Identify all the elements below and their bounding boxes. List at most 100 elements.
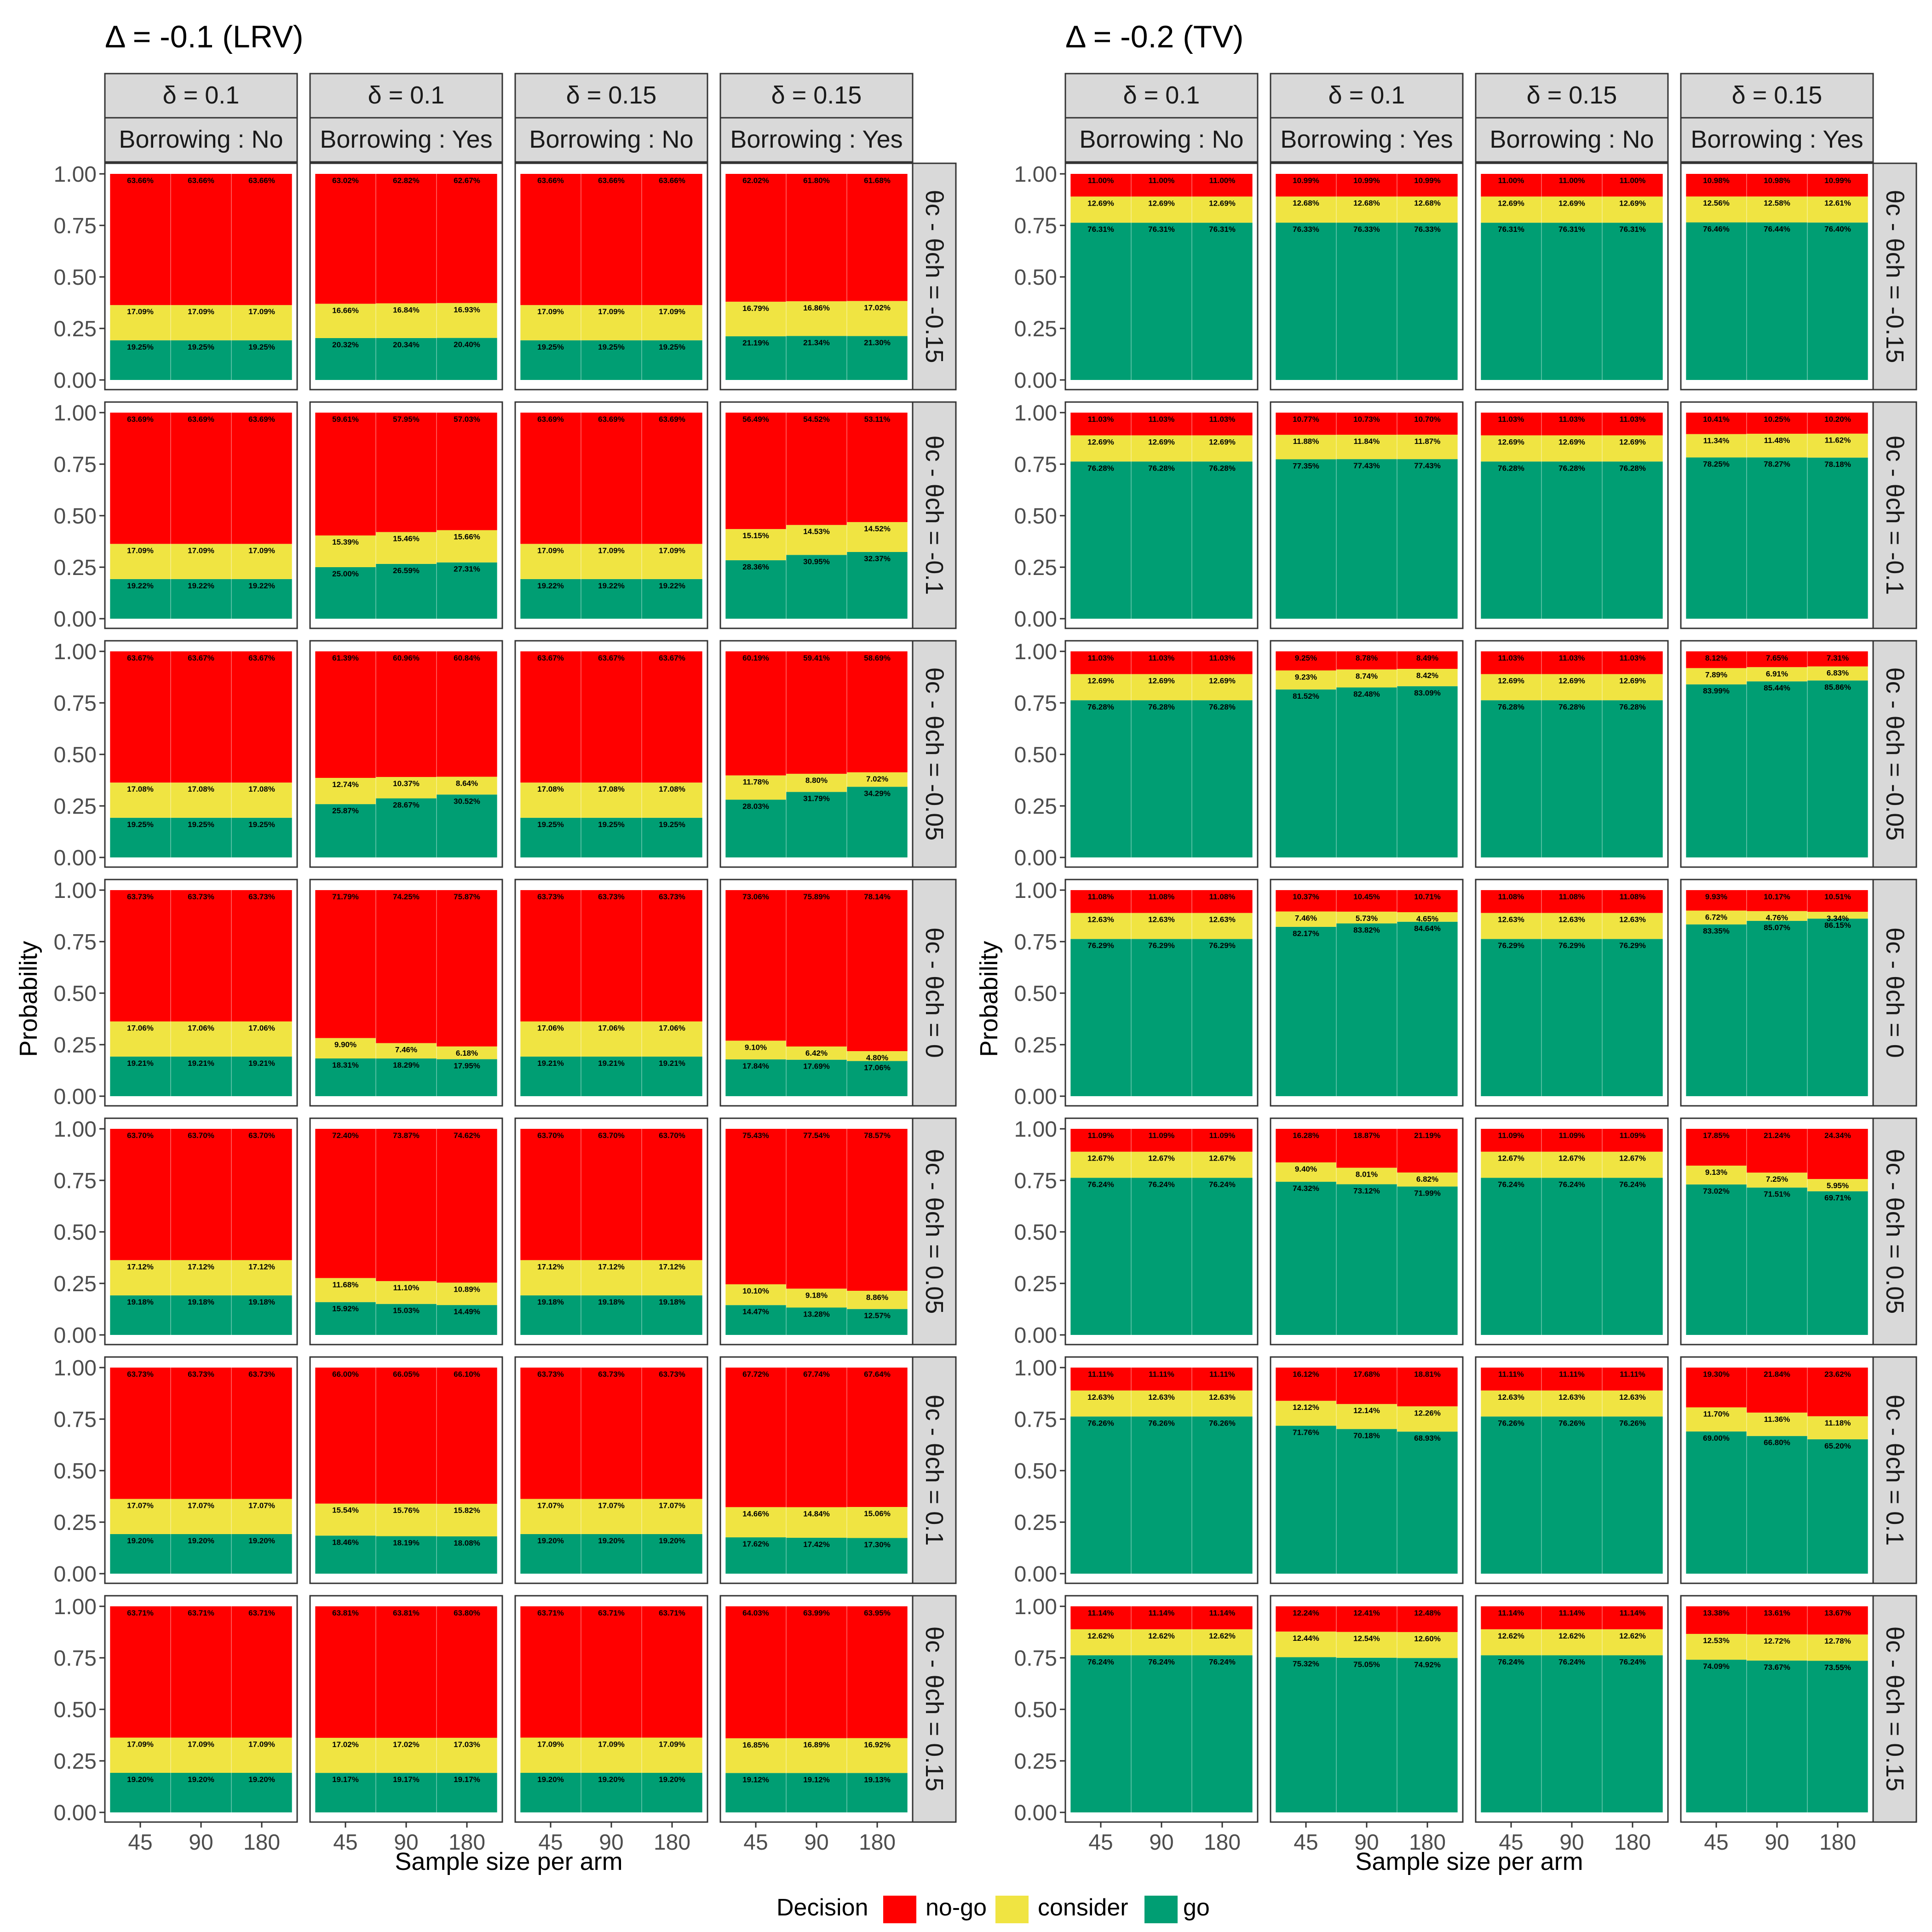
bar-consider — [1397, 434, 1458, 460]
bar-go — [725, 560, 786, 619]
bar-no-go — [315, 1368, 376, 1504]
data-label-no-go: 75.89% — [803, 892, 830, 901]
data-label-consider: 17.07% — [598, 1501, 625, 1510]
data-label-go: 21.34% — [803, 338, 830, 347]
bar-consider — [1336, 1632, 1397, 1658]
data-label-consider: 12.69% — [1619, 676, 1646, 685]
bar-consider — [1747, 667, 1807, 682]
y-tick-label: 0.25 — [1014, 1511, 1057, 1535]
data-label-go: 30.52% — [454, 797, 480, 805]
data-label-no-go: 66.10% — [454, 1370, 480, 1379]
data-label-consider: 14.52% — [864, 524, 891, 533]
data-label-consider: 16.85% — [742, 1741, 769, 1749]
bar-consider — [376, 777, 437, 799]
y-tick-label: 1.00 — [54, 1117, 97, 1142]
bar-no-go — [1807, 1606, 1868, 1635]
bar-no-go — [315, 1606, 376, 1738]
bar-no-go — [847, 174, 908, 301]
data-label-consider: 7.25% — [1766, 1175, 1788, 1184]
bar-consider — [171, 305, 231, 340]
bar-consider — [171, 1499, 231, 1534]
facet-panel: 61.39% 12.74% 25.87% 60.96% 10.37% 28.67% 60.8… — [309, 640, 503, 868]
bar-consider — [847, 1290, 908, 1309]
facet-panel: 63.02% 16.66% 20.32% 62.82% 16.84% 20.34% 62.6… — [309, 162, 503, 391]
data-label-no-go: 16.12% — [1293, 1370, 1319, 1379]
y-tick-label: 0.25 — [54, 1749, 97, 1774]
bar-no-go — [847, 651, 908, 772]
y-tick-label: 0.50 — [1014, 265, 1057, 290]
data-label-no-go: 63.67% — [248, 654, 275, 662]
data-label-no-go: 11.14% — [1620, 1609, 1646, 1617]
y-tick-label: 0.75 — [54, 691, 97, 716]
data-label-no-go: 63.73% — [537, 1370, 564, 1379]
data-label-consider: 17.02% — [332, 1740, 359, 1749]
data-label-no-go: 18.81% — [1414, 1370, 1441, 1379]
data-label-no-go: 60.84% — [454, 654, 480, 662]
data-label-consider: 12.63% — [1148, 915, 1175, 924]
y-tick-label: 1.00 — [1014, 162, 1057, 187]
bar-no-go — [1747, 890, 1807, 911]
data-label-no-go: 10.99% — [1824, 176, 1851, 185]
bar-go — [1276, 689, 1336, 857]
strip-borrowing-label: Borrowing : No — [1079, 126, 1243, 153]
data-label-consider: 11.62% — [1825, 436, 1851, 445]
bar-no-go — [110, 1129, 171, 1260]
data-label-go: 75.32% — [1293, 1660, 1319, 1668]
bar-go — [1131, 461, 1192, 619]
data-label-consider: 17.09% — [188, 307, 214, 316]
data-label-consider: 6.83% — [1827, 669, 1849, 678]
y-tick-label: 0.00 — [54, 368, 97, 393]
bar-go — [171, 340, 231, 380]
bar-go — [231, 340, 292, 380]
bar-no-go — [1807, 1129, 1868, 1179]
bar-consider — [1131, 1151, 1192, 1178]
facet-group-2: Δ = -0.2 (TV) δ = 0.1 Borrowing : No δ = 0.… — [975, 19, 1917, 1875]
bar-go — [1686, 1660, 1747, 1812]
bar-consider — [581, 1260, 642, 1296]
data-label-go: 68.93% — [1414, 1434, 1441, 1443]
strip-theta-diff — [912, 162, 957, 391]
bar-consider — [1747, 196, 1807, 223]
data-label-go: 76.29% — [1087, 941, 1114, 950]
bar-no-go — [1807, 413, 1868, 434]
data-label-no-go: 11.08% — [1149, 892, 1175, 901]
bar-consider — [642, 1737, 702, 1773]
strip-borrowing-label: Borrowing : Yes — [320, 126, 492, 153]
data-label-consider: 11.68% — [333, 1280, 359, 1289]
data-label-go: 76.24% — [1498, 1657, 1524, 1666]
x-tick-label: 45 — [1294, 1830, 1318, 1855]
bar-consider — [1686, 1633, 1747, 1660]
data-label-consider: 11.36% — [1764, 1415, 1790, 1424]
bar-consider — [1276, 196, 1336, 223]
bar-consider — [437, 530, 497, 563]
facet-panel: 11.14% 12.62% 76.24% 11.14% 12.62% 76.24% 11.1… — [1475, 1595, 1669, 1823]
bar-consider — [1807, 1179, 1868, 1191]
data-label-no-go: 67.64% — [864, 1370, 891, 1379]
data-label-go: 76.29% — [1209, 941, 1236, 950]
data-label-no-go: 61.39% — [332, 654, 359, 662]
data-label-consider: 17.12% — [188, 1262, 214, 1271]
data-label-go: 19.22% — [188, 581, 214, 590]
x-tick-label: 180 — [448, 1830, 485, 1855]
data-label-consider: 12.68% — [1353, 199, 1380, 207]
data-label-go: 66.80% — [1764, 1438, 1790, 1447]
data-label-no-go: 11.03% — [1559, 654, 1585, 662]
x-tick-label: 180 — [1409, 1830, 1446, 1855]
y-tick-label: 1.00 — [1014, 1117, 1057, 1142]
y-tick-label: 0.50 — [54, 265, 97, 290]
bar-no-go — [786, 890, 847, 1046]
data-label-go: 19.25% — [659, 820, 685, 829]
bar-no-go — [171, 1368, 231, 1499]
data-label-go: 19.25% — [188, 820, 214, 829]
bar-no-go — [1686, 413, 1747, 434]
data-label-no-go: 11.03% — [1620, 654, 1646, 662]
y-tick-label: 0.00 — [1014, 368, 1057, 393]
bar-go — [581, 579, 642, 619]
facet-panel: 62.02% 16.79% 21.19% 61.80% 16.86% 21.34% 61.6… — [719, 162, 914, 391]
bar-consider — [1481, 1151, 1541, 1178]
bar-no-go — [1686, 174, 1747, 197]
bar-go — [110, 340, 171, 380]
data-label-go: 73.02% — [1703, 1187, 1730, 1196]
facet-panel: 60.19% 11.78% 28.03% 59.41% 8.80% 31.79% 58.69… — [719, 640, 914, 868]
bar-go — [110, 579, 171, 619]
